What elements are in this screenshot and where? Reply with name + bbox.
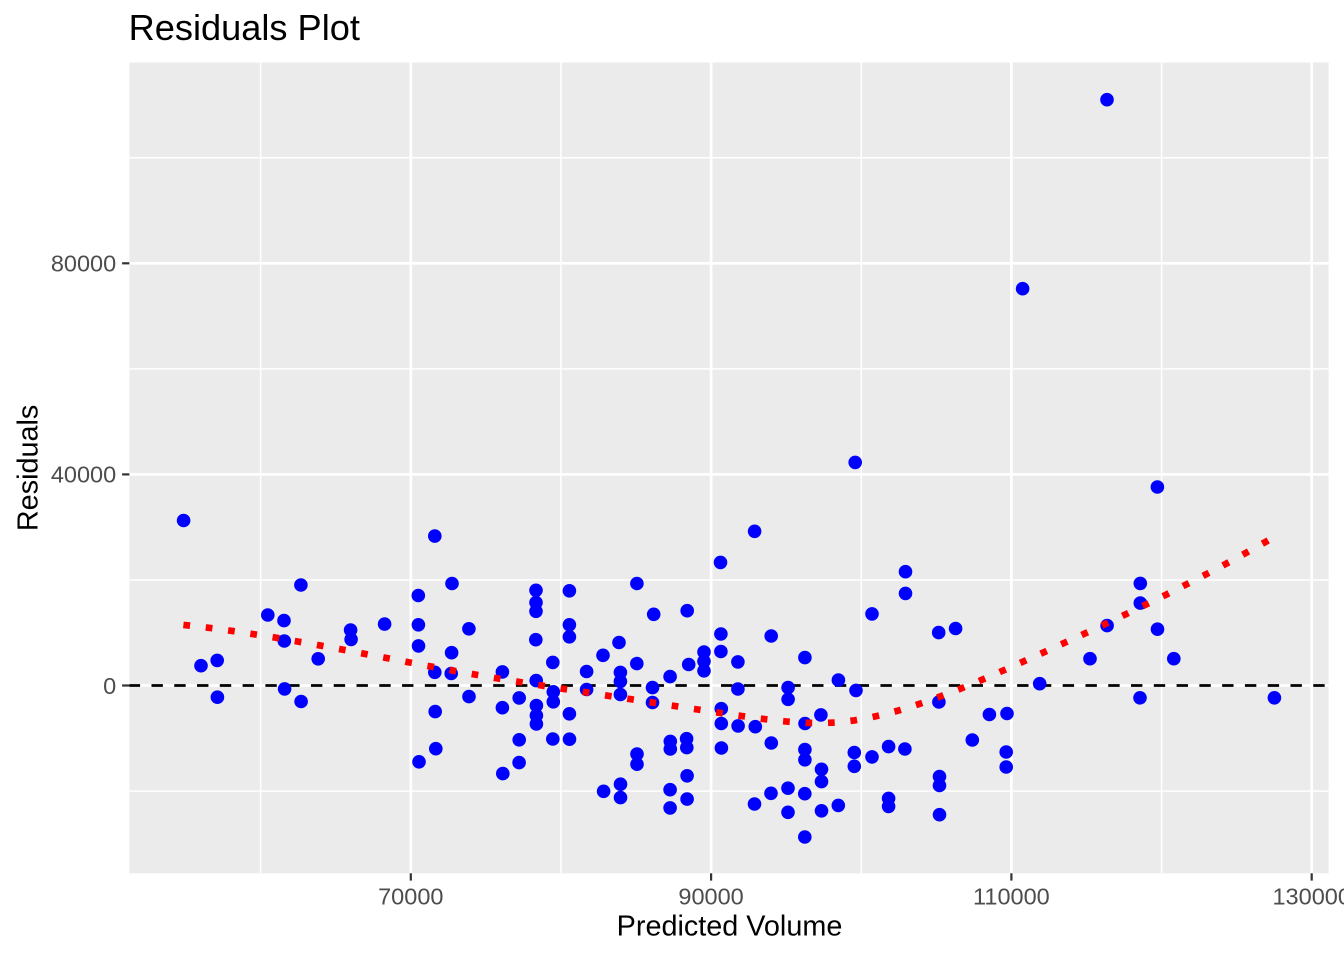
svg-text:110000: 110000 [973, 884, 1050, 910]
svg-text:90000: 90000 [678, 884, 743, 910]
svg-text:70000: 70000 [378, 884, 443, 910]
svg-text:40000: 40000 [51, 462, 116, 488]
svg-text:Predicted Volume: Predicted Volume [617, 911, 843, 943]
svg-text:130000: 130000 [1272, 884, 1344, 910]
svg-text:0: 0 [103, 673, 116, 699]
svg-text:Residuals: Residuals [12, 405, 44, 531]
svg-text:80000: 80000 [51, 251, 116, 277]
svg-text:Residuals Plot: Residuals Plot [129, 7, 360, 48]
